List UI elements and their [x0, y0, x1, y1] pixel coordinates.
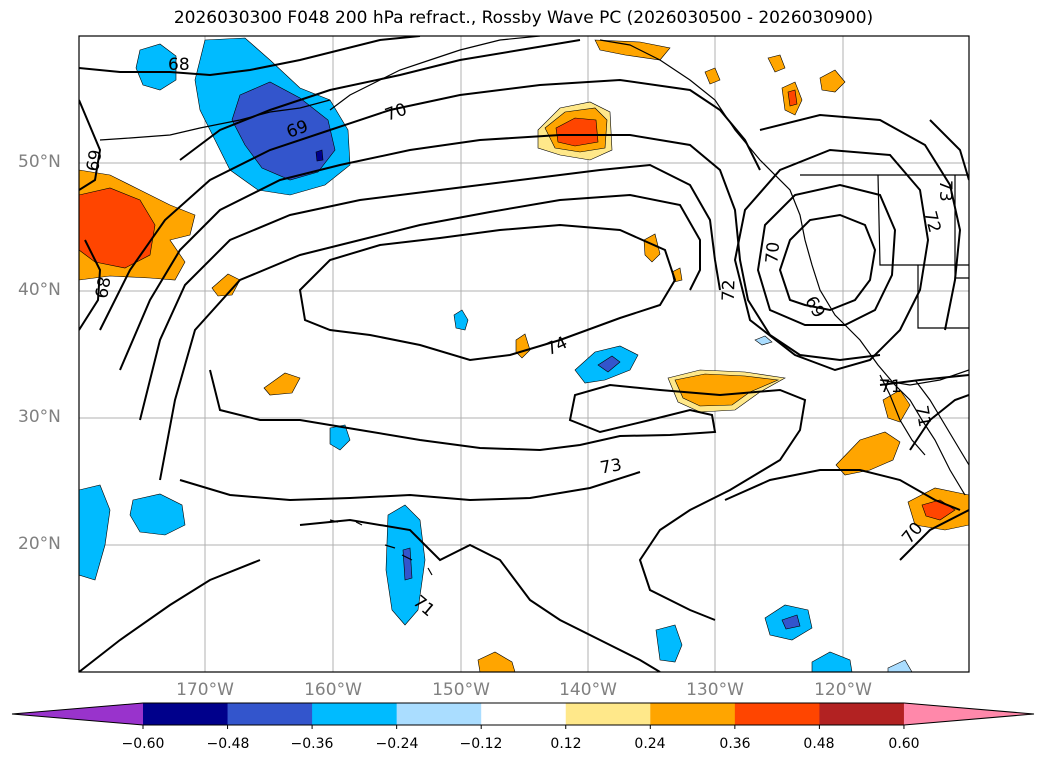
shade-pos-small4 — [643, 233, 661, 263]
colorbar-segment — [396, 703, 482, 725]
contour-70-south — [79, 559, 261, 672]
contour-70-se2 — [909, 394, 969, 451]
lon-label: 150°W — [432, 680, 490, 700]
contour-68-north — [79, 36, 421, 77]
map-title: 2026030300 F048 200 hPa refract., Rossby… — [173, 8, 874, 28]
shade-pos-small1 — [211, 273, 241, 297]
colorbar-tick-label: 0.12 — [550, 736, 582, 752]
contour-69-low — [778, 213, 877, 312]
lon-label: 140°W — [559, 680, 617, 700]
lat-label: 50°N — [18, 152, 61, 172]
contour-68-west — [79, 239, 102, 331]
contour-label: 69 — [83, 148, 106, 173]
alaska-coast — [329, 36, 541, 111]
contour-71-se — [879, 374, 969, 386]
shade-neg-se1-core — [781, 614, 801, 630]
colorbar-tick-label: −0.36 — [290, 736, 334, 752]
shade-pos-small2 — [263, 372, 301, 396]
contour-label: 70 — [762, 241, 784, 264]
contours — [79, 36, 969, 672]
shade-neg-sw1 — [129, 493, 186, 536]
shade-pos-canada1-core — [787, 89, 798, 107]
contour-72 — [139, 163, 721, 421]
colorbar-tick-label: −0.24 — [375, 736, 419, 752]
shade-neg-se2 — [655, 624, 683, 663]
shade-pos-baja2 — [835, 431, 901, 476]
shade-pos-alaska2 — [704, 67, 721, 85]
contour-73-south — [209, 369, 807, 621]
colorbar-segment — [227, 703, 313, 725]
colorbar — [11, 702, 1035, 729]
shade-pos-south — [477, 651, 516, 672]
contour-74 — [298, 223, 677, 362]
na-coast — [599, 39, 966, 496]
contour-label: 68 — [168, 55, 190, 75]
contour-72-east — [759, 113, 962, 331]
lon-label: 120°W — [814, 680, 872, 700]
contour-72-south — [179, 471, 641, 502]
colorbar-extend-max — [903, 703, 1034, 725]
contour-69-west — [79, 99, 102, 191]
contour-70-low — [756, 183, 897, 326]
colorbar-segment — [734, 703, 820, 725]
colorbar-segment — [481, 703, 567, 725]
contour-71-low — [733, 148, 930, 372]
shade-neg-aleutian-center — [315, 149, 324, 162]
shade-neg-tiny — [754, 335, 773, 346]
map-frame — [78, 35, 970, 673]
colorbar-segment — [819, 703, 905, 725]
colorbar-tick-label: 0.24 — [634, 736, 666, 752]
inland-border2 — [917, 265, 969, 329]
colorbar-segment — [143, 703, 229, 725]
shade-neg-se4 — [887, 659, 913, 672]
lat-label: 30°N — [18, 407, 61, 427]
lat-label: 20°N — [18, 534, 61, 554]
contour-69 — [179, 39, 581, 161]
colorbar-tick-label: −0.60 — [121, 736, 165, 752]
contour-label: 68 — [92, 275, 115, 300]
colorbar-tick-label: −0.12 — [459, 736, 503, 752]
contour-70 — [99, 78, 761, 331]
lon-label: 170°W — [176, 680, 234, 700]
contour-73-east — [929, 119, 969, 181]
colorbar-tick-label: 0.60 — [888, 736, 920, 752]
positive-shading — [79, 39, 969, 672]
contour-71-south — [299, 518, 661, 672]
colorbar-tick-label: −0.48 — [206, 736, 250, 752]
inland-border1 — [877, 174, 969, 266]
shade-pos-canada2 — [819, 69, 846, 93]
contour-70-east — [724, 469, 961, 511]
colorbar-segment — [312, 703, 398, 725]
contour-label: 71 — [911, 404, 934, 429]
shade-pos-west-core — [79, 187, 156, 269]
lat-label: 40°N — [18, 280, 61, 300]
contour-73 — [159, 193, 701, 481]
colorbar-segment — [565, 703, 651, 725]
contour-label: 73 — [599, 455, 624, 478]
baja-coast — [879, 374, 926, 456]
colorbar-segment — [650, 703, 736, 725]
aleutian-chain — [99, 99, 331, 141]
graticule — [79, 36, 969, 672]
colorbar-tick-label: 0.48 — [803, 736, 835, 752]
gulf-of-california — [914, 379, 969, 466]
contour-70-se — [899, 509, 969, 561]
shade-neg-midpac-core — [597, 355, 621, 373]
shade-neg-west-edge — [79, 484, 111, 581]
lon-label: 130°W — [686, 680, 744, 700]
colorbar-extend-min — [12, 703, 143, 725]
contour-label: 73 — [935, 180, 955, 202]
contour-label: 71 — [880, 377, 902, 397]
colorbar-tick-label: 0.36 — [719, 736, 751, 752]
shade-neg-se3 — [811, 651, 853, 672]
lon-label: 160°W — [304, 680, 362, 700]
shade-neg-nw — [135, 43, 177, 91]
contour-label: 72 — [719, 279, 740, 301]
shade-pos-far-north — [767, 54, 786, 73]
shade-pos-gulf-core — [555, 117, 599, 147]
shade-neg-small2 — [329, 424, 351, 451]
shade-pos-baja1 — [882, 389, 911, 423]
shade-neg-small1 — [453, 309, 469, 331]
